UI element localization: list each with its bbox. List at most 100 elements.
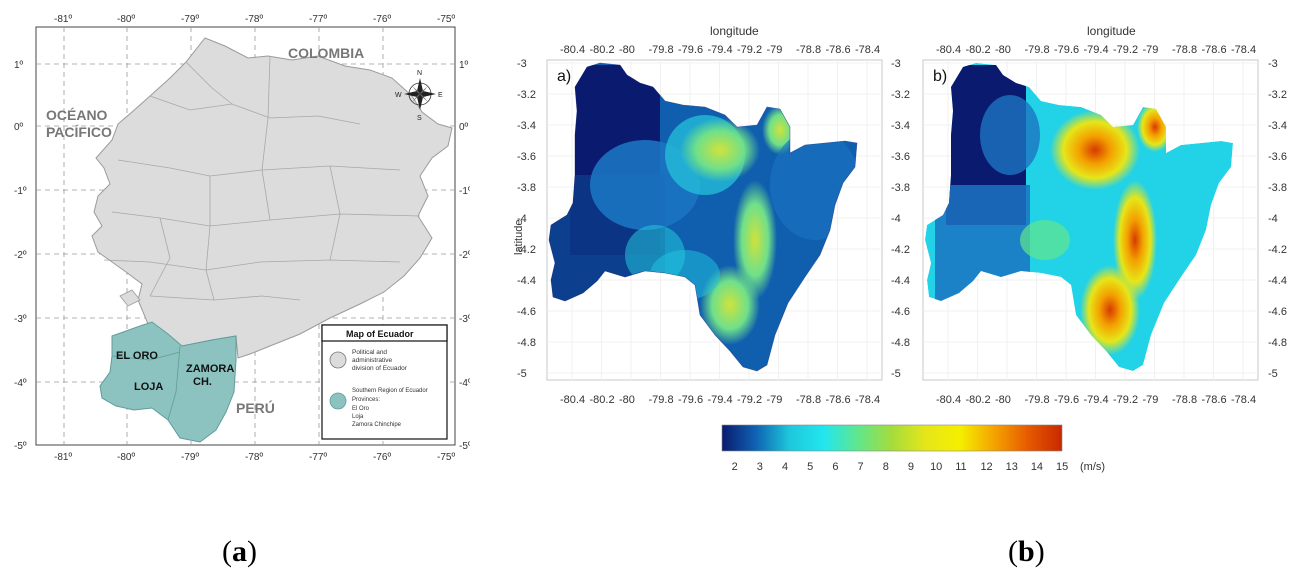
colorbar-tick: 8 xyxy=(883,461,889,473)
lon-tick-top: -78.8 xyxy=(1172,44,1197,56)
lon-tick-top: -78.6 xyxy=(826,44,851,56)
colorbar-tick: 15 xyxy=(1056,461,1068,473)
lat-tick-left: -4 xyxy=(517,213,527,225)
caption-a: (a) xyxy=(222,535,257,568)
wind-speed-maps: longitude longitude latitude a) xyxy=(513,24,1287,473)
lon-tick-top: -80º xyxy=(117,14,135,25)
label-peru: PERÚ xyxy=(236,399,275,416)
colorbar-tick: 3 xyxy=(757,461,763,473)
lat-tick-right: 0º xyxy=(459,122,469,133)
lon-tick-bottom: -80 xyxy=(995,394,1011,406)
lat-tick-left: -4º xyxy=(14,378,27,389)
colorbar-tick: 4 xyxy=(782,461,788,473)
svg-text:Political and administra: Political and administrative division of… xyxy=(352,349,408,372)
xlabel-top-left: longitude xyxy=(710,24,759,38)
lat-tick-left: -4.2 xyxy=(517,244,536,256)
lon-tick-bottom: -80.2 xyxy=(590,394,615,406)
lon-tick-bottom: -78.6 xyxy=(826,394,851,406)
colorbar-tick: 13 xyxy=(1006,461,1018,473)
lon-tick-top: -79 xyxy=(767,44,783,56)
lon-tick-bottom: -79 xyxy=(767,394,783,406)
lat-tick-right: -4.8 xyxy=(1268,337,1287,349)
lat-tick-right: 1º xyxy=(459,60,469,71)
lon-tick-bottom: -79.6 xyxy=(1054,394,1079,406)
lat-tick-mid: -3.8 xyxy=(891,182,910,194)
lon-tick-bottom: -80.4 xyxy=(936,394,961,406)
lon-tick-top: -80.2 xyxy=(966,44,991,56)
svg-text:Southern Region of Ecuador: Southern Region of Ecuador Provinces: El… xyxy=(352,388,429,428)
colorbar-tick: 2 xyxy=(732,461,738,473)
lat-tick-right: -2º xyxy=(459,250,470,261)
lat-tick-left: -1º xyxy=(14,186,27,197)
colorbar-tick: 5 xyxy=(807,461,813,473)
lon-tick-bottom: -79 xyxy=(1143,394,1159,406)
ecuador-shape xyxy=(91,37,453,359)
lon-tick-top: -75º xyxy=(437,14,455,25)
lat-tick-mid: -3.2 xyxy=(891,89,910,101)
lat-tick-left: -4.6 xyxy=(517,306,536,318)
label-el-oro: EL ORO xyxy=(116,350,158,362)
colorbar-tick: 7 xyxy=(858,461,864,473)
lon-tick-top: -80 xyxy=(995,44,1011,56)
legend-swatch-southern xyxy=(329,392,347,410)
lat-tick-right: -4.6 xyxy=(1268,306,1287,318)
lon-tick-top: -79.4 xyxy=(708,44,733,56)
lat-tick-left: -3 xyxy=(517,58,527,70)
lon-tick-bottom: -78.4 xyxy=(1231,394,1256,406)
lon-tick-top: -79º xyxy=(181,14,199,25)
lat-tick-left: -5º xyxy=(14,441,27,452)
lat-tick-right: -4.2 xyxy=(1268,244,1287,256)
lon-tick-bottom: -80.2 xyxy=(966,394,991,406)
lat-tick-left: -2º xyxy=(14,250,27,261)
legend-title: Map of Ecuador xyxy=(346,329,414,339)
label-loja: LOJA xyxy=(134,381,163,393)
lon-tick-bottom: -78º xyxy=(245,452,263,463)
lon-tick-top: -78.8 xyxy=(796,44,821,56)
lat-tick-left: 0º xyxy=(14,122,24,133)
lon-tick-top: -79.2 xyxy=(1113,44,1138,56)
lat-tick-right: -3.8 xyxy=(1268,182,1287,194)
southern-region-shape xyxy=(99,321,237,443)
panel-b-label: b) xyxy=(933,68,947,85)
lat-tick-mid: -3.4 xyxy=(891,120,910,132)
lon-tick-bottom: -78.8 xyxy=(796,394,821,406)
colorbar-tick: 11 xyxy=(955,461,966,473)
lon-tick-top: -79.4 xyxy=(1084,44,1109,56)
lat-tick-mid: -3 xyxy=(891,58,901,70)
colorbar-tick: 6 xyxy=(832,461,838,473)
lat-tick-mid: -3.6 xyxy=(891,151,910,163)
map-legend: Map of Ecuador Political and administrat… xyxy=(321,324,448,440)
lon-tick-bottom: -79.4 xyxy=(1084,394,1109,406)
colorbar-tick: 14 xyxy=(1031,461,1043,473)
colorbar-tick: 9 xyxy=(908,461,914,473)
lon-tick-bottom: -78.8 xyxy=(1172,394,1197,406)
lat-tick-mid: -4.6 xyxy=(891,306,910,318)
lat-tick-mid: -4.4 xyxy=(891,275,910,287)
lon-tick-bottom: -79.2 xyxy=(737,394,762,406)
colorbar-tick: 10 xyxy=(930,461,942,473)
lon-tick-bottom: -81º xyxy=(54,452,72,463)
lon-tick-top: -79.6 xyxy=(1054,44,1079,56)
xlabel-top-right: longitude xyxy=(1087,24,1136,38)
lat-tick-mid: -5 xyxy=(891,368,901,380)
lat-tick-right: -3 xyxy=(1268,58,1278,70)
svg-text:W: W xyxy=(395,92,402,99)
lat-tick-left: -4.4 xyxy=(517,275,536,287)
lon-tick-bottom: -80 xyxy=(619,394,635,406)
panel-a: a) xyxy=(546,59,883,381)
lat-tick-left: -5 xyxy=(517,368,527,380)
lat-tick-right: -5º xyxy=(459,441,470,452)
lat-tick-left: -3º xyxy=(14,314,27,325)
lon-tick-top: -78º xyxy=(245,14,263,25)
lon-tick-top: -79 xyxy=(1143,44,1159,56)
lat-tick-right: -4 xyxy=(1268,213,1278,225)
lon-tick-bottom: -80º xyxy=(117,452,135,463)
lon-tick-top: -78.6 xyxy=(1202,44,1227,56)
lat-tick-left: -4.8 xyxy=(517,337,536,349)
colorbar-unit: (m/s) xyxy=(1080,461,1105,473)
lon-tick-bottom: -78.4 xyxy=(855,394,880,406)
lat-tick-right: -1º xyxy=(459,186,470,197)
lat-tick-right: -3.4 xyxy=(1268,120,1287,132)
label-zamora-line1: ZAMORA xyxy=(186,363,234,375)
lon-tick-top: -80 xyxy=(619,44,635,56)
